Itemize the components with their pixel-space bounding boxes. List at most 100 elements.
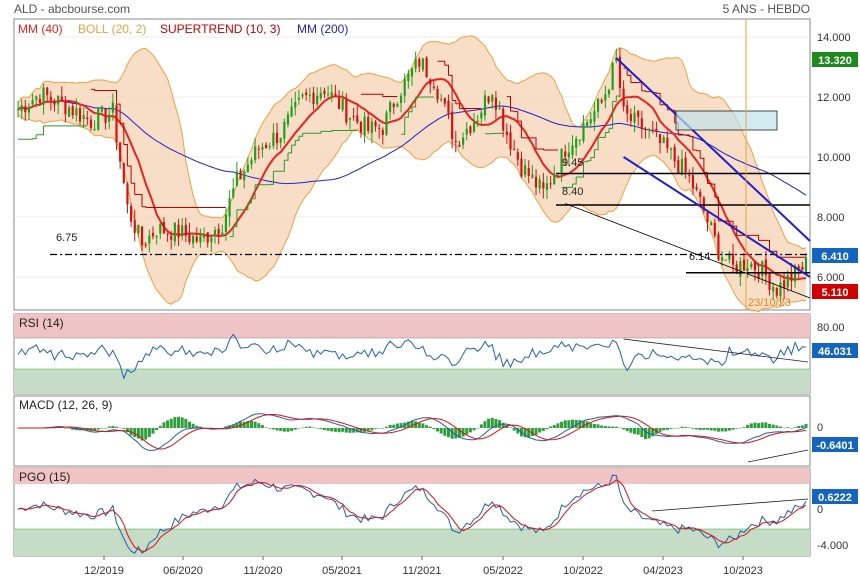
legend-boll: BOLL (20, 2) [78, 22, 146, 36]
macd-histogram-bar [443, 428, 447, 436]
macd-histogram-bar [249, 420, 253, 428]
macd-histogram-bar [406, 421, 410, 428]
channel-upper [615, 57, 811, 242]
macd-histogram-bar [417, 422, 421, 428]
macd-histogram-bar [738, 427, 742, 429]
macd-histogram-bar [158, 425, 162, 428]
candle-body [779, 282, 782, 297]
macd-histogram-bar [355, 428, 359, 433]
candle-body [232, 188, 235, 197]
macd-histogram-bar [136, 428, 140, 439]
candle-body [640, 118, 643, 130]
macd-histogram-bar [676, 427, 680, 429]
level-label-9.45: 9.45 [562, 157, 583, 169]
candle-body [64, 102, 67, 115]
macd-histogram-bar [614, 426, 618, 428]
candle-body [137, 224, 140, 233]
candle-body [509, 132, 512, 150]
macd-histogram-bar [530, 428, 534, 437]
candle-body [192, 235, 195, 244]
candle-body [436, 88, 439, 100]
macd-histogram-bar [684, 427, 688, 428]
badge-pgo: 0.6222 [818, 492, 852, 504]
candle-body [669, 148, 673, 150]
macd-histogram-bar [596, 424, 600, 428]
macd-histogram-bar [239, 421, 243, 428]
level-label-6.14: 6.14 [689, 251, 710, 263]
candle-body [596, 98, 600, 112]
macd-histogram-bar [669, 428, 673, 429]
macd-histogram-bar [680, 426, 684, 428]
candle-body [24, 106, 27, 113]
macd-histogram-bar [760, 422, 764, 428]
date-annotation: 23/10/23 [748, 297, 791, 309]
candle-body [622, 88, 625, 107]
candle-body [494, 97, 497, 110]
candle-body [119, 142, 122, 162]
candle-body [783, 280, 786, 289]
candle-body [797, 266, 800, 269]
macd-histogram-bar [100, 427, 104, 429]
candle-body [520, 158, 523, 177]
macd-histogram-bar [662, 428, 666, 431]
candle-body [421, 58, 425, 70]
candle-body [618, 56, 622, 89]
candle-body [290, 106, 293, 117]
candle-body [575, 138, 578, 148]
candle-body [476, 120, 479, 123]
candle-body [658, 134, 662, 144]
macd-histogram-bar [264, 427, 268, 428]
macd-histogram-bar [749, 423, 753, 428]
badge-high: 13.320 [818, 55, 852, 67]
macd-histogram-bar [771, 424, 775, 428]
macd-histogram-bar [735, 428, 739, 429]
macd-histogram-bar [268, 428, 272, 429]
macd-histogram-bar [603, 426, 607, 428]
macd-histogram-bar [778, 426, 782, 428]
candle-body [261, 146, 264, 150]
macd-histogram-bar [341, 428, 345, 432]
candle-body [246, 164, 249, 173]
candle-body [768, 272, 771, 290]
macd-histogram-bar [797, 425, 801, 428]
candle-body [334, 93, 337, 96]
candle-body [655, 128, 658, 132]
candle-body [254, 146, 257, 160]
candle-body [133, 220, 136, 233]
candle-body [684, 157, 687, 173]
macd-histogram-bar [118, 427, 122, 429]
macd-histogram-bar [326, 428, 330, 431]
macd-histogram-bar [527, 428, 531, 438]
macd-histogram-bar [720, 428, 724, 432]
axes: 14.000 12.000 10.000 8.000 6.000 12/2019 06/20… [84, 32, 851, 577]
macd-histogram-bar [706, 428, 709, 430]
candle-body [392, 103, 395, 108]
candle-body [524, 165, 527, 176]
candle-body [283, 121, 286, 139]
macd-histogram-bar [392, 424, 396, 428]
macd-histogram-bar [191, 423, 195, 428]
candle-body [721, 257, 724, 261]
x-tick-label: 10/2023 [723, 565, 763, 577]
candle-body [297, 97, 300, 100]
candle-body [195, 236, 198, 242]
candle-body [589, 119, 592, 124]
candle-body [447, 100, 450, 114]
candle-body [308, 94, 311, 96]
macd-histogram-bar [509, 427, 512, 429]
candle-body [757, 272, 760, 279]
macd-histogram-bar [450, 428, 454, 439]
macd-histogram-bar [173, 417, 177, 428]
candle-body [786, 274, 789, 288]
x-tick-label: 04/2023 [643, 565, 683, 577]
candle-body [688, 174, 691, 176]
badge-last-bg [812, 248, 858, 263]
pgo-trend-line [651, 498, 809, 512]
macd-histogram-bar [607, 426, 611, 428]
rsi-plot [14, 314, 810, 394]
macd-histogram-bar [468, 428, 472, 433]
badge-last: 6.410 [821, 251, 849, 263]
macd-histogram-bar [567, 420, 571, 428]
candle-body [538, 179, 541, 189]
price-plot [14, 19, 811, 313]
